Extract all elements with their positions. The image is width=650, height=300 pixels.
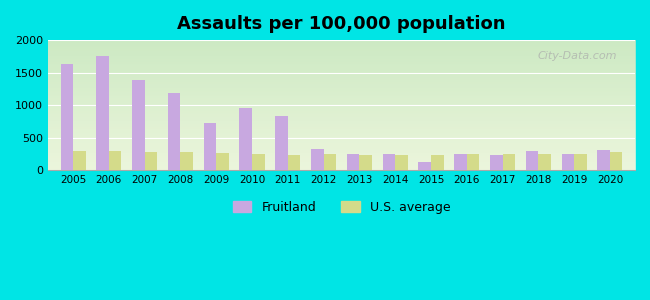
Bar	[203, 123, 216, 170]
Bar	[490, 155, 502, 170]
Text: City-Data.com: City-Data.com	[538, 50, 617, 61]
Bar	[526, 151, 538, 170]
Bar	[562, 154, 574, 170]
Bar	[419, 162, 431, 170]
Bar	[502, 154, 515, 170]
Bar	[73, 152, 86, 170]
Bar	[395, 155, 408, 170]
Bar	[168, 93, 181, 170]
Bar	[383, 154, 395, 170]
Bar	[347, 154, 359, 170]
Bar	[311, 149, 324, 170]
Bar	[431, 155, 443, 170]
Legend: Fruitland, U.S. average: Fruitland, U.S. average	[227, 196, 456, 219]
Bar	[324, 154, 336, 170]
Bar	[145, 152, 157, 170]
Bar	[467, 154, 479, 170]
Bar	[454, 154, 467, 170]
Bar	[252, 154, 265, 170]
Bar	[610, 152, 623, 170]
Bar	[60, 64, 73, 170]
Bar	[538, 154, 551, 170]
Bar	[132, 80, 145, 170]
Bar	[216, 153, 229, 170]
Bar	[597, 150, 610, 170]
Bar	[239, 108, 252, 170]
Bar	[288, 154, 300, 170]
Title: Assaults per 100,000 population: Assaults per 100,000 population	[177, 15, 506, 33]
Bar	[276, 116, 288, 170]
Bar	[359, 155, 372, 170]
Bar	[574, 154, 587, 170]
Bar	[109, 152, 122, 170]
Bar	[181, 152, 193, 170]
Bar	[96, 56, 109, 170]
